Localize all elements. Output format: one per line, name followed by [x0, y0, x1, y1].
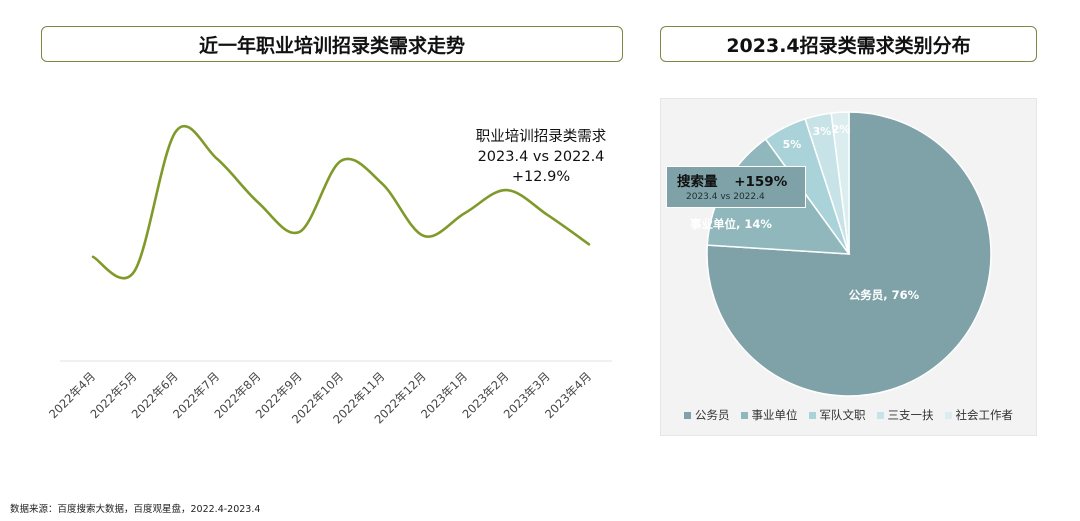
pie-slice-label-0: 公务员, 76%	[849, 288, 920, 302]
pie-slice-4	[830, 111, 850, 255]
pie-slice-label-4: 2%	[832, 123, 851, 136]
badge-compare: 2023.4 vs 2022.4	[686, 192, 765, 202]
legend-label: 社会工作者	[955, 408, 1014, 422]
trend-point-4	[256, 200, 260, 204]
trend-point-10	[504, 188, 508, 192]
trend-point-3	[215, 157, 219, 161]
trend-point-8	[421, 234, 425, 238]
trend-annotation: 职业培训招录类需求 2023.4 vs 2022.4 +12.9%	[452, 127, 630, 187]
legend-label: 公务员	[695, 408, 730, 422]
pie-panel: 公务员, 76% 事业单位, 14% 5% 3% 2% 搜索量 +159% 2023.4…	[660, 98, 1037, 436]
trend-line-series-0	[91, 124, 591, 280]
search-volume-badge: 搜索量 +159% 2023.4 vs 2022.4	[667, 167, 805, 207]
trend-point-11	[545, 213, 549, 217]
pie-chart-title: 2023.4招录类需求类别分布	[660, 26, 1037, 62]
legend-item: 事业单位	[740, 407, 798, 423]
trend-point-7	[380, 182, 384, 186]
trend-point-2	[173, 129, 177, 133]
trend-point-9	[463, 211, 467, 215]
pie-chart: 公务员, 76% 事业单位, 14% 5% 3% 2%	[690, 111, 992, 397]
line-chart: 2022年4月2022年5月2022年6月2022年7月2022年8月2022年…	[46, 124, 612, 426]
legend-swatch	[684, 411, 691, 419]
pie-slice-label-2: 5%	[783, 138, 802, 151]
trend-point-12	[587, 242, 591, 246]
line-chart-title: 近一年职业培训招录类需求走势	[41, 26, 623, 62]
trend-point-0	[91, 255, 95, 259]
trend-point-1	[132, 269, 136, 273]
legend-label: 军队文职	[819, 408, 866, 422]
pie-slice-label-1: 事业单位, 14%	[690, 217, 772, 231]
legend-swatch	[944, 411, 952, 419]
legend-item: 社会工作者	[944, 407, 1014, 423]
trend-point-5	[297, 230, 301, 234]
legend-swatch	[808, 411, 816, 419]
pie-slice-label-3: 3%	[813, 125, 832, 138]
data-source: 数据来源：百度搜索大数据，百度观星盘，2022.4-2023.4	[10, 504, 261, 515]
legend-swatch	[740, 411, 748, 419]
legend-swatch	[876, 411, 884, 419]
annotation-title: 职业培训招录类需求	[475, 129, 607, 145]
badge-label: 搜索量	[677, 174, 718, 190]
annotation-compare: 2023.4 vs 2022.4	[477, 149, 605, 165]
legend-label: 事业单位	[751, 408, 798, 422]
pie-slice-0	[706, 111, 992, 397]
legend-item: 军队文职	[808, 407, 866, 423]
badge-value: +159%	[734, 174, 788, 190]
legend-item: 公务员	[684, 407, 730, 423]
pie-legend: 公务员 事业单位 军队文职 三支一扶 社会工作者	[661, 407, 1036, 423]
legend-item: 三支一扶	[876, 407, 934, 423]
trend-point-6	[339, 159, 343, 163]
annotation-growth: +12.9%	[511, 169, 571, 185]
legend-label: 三支一扶	[887, 408, 934, 422]
